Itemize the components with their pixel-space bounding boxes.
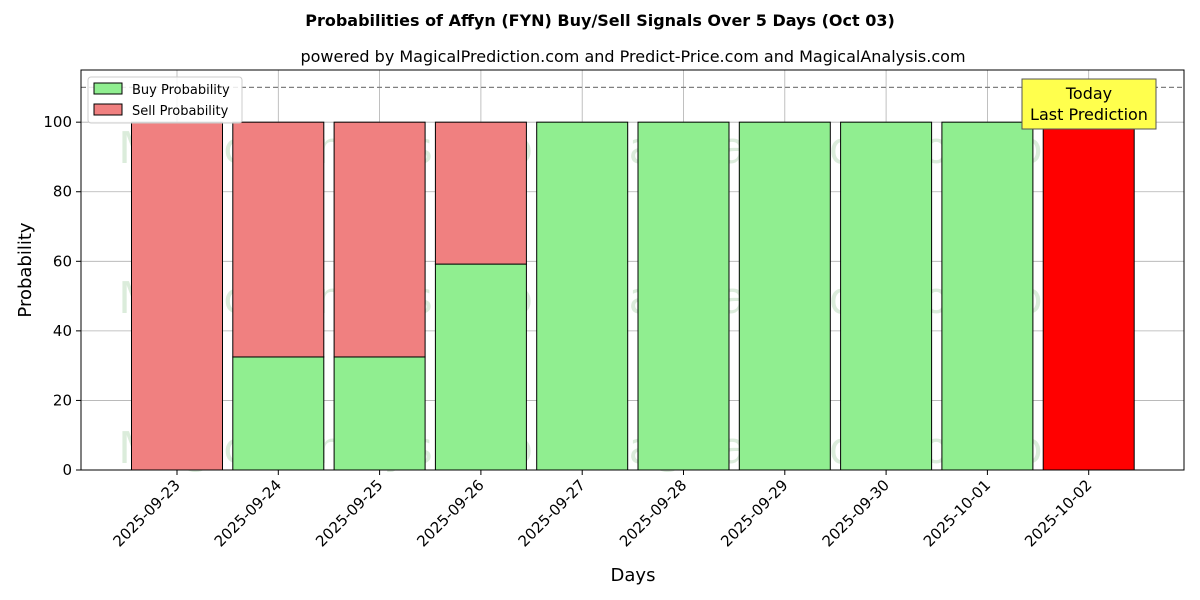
bar-buy-2025-09-26 <box>434 263 527 471</box>
y-tick-label: 20 <box>53 391 72 409</box>
y-axis-label: Probability <box>15 222 36 317</box>
plot-frame <box>80 69 1185 471</box>
bar-buy-2025-09-28 <box>637 121 730 471</box>
x-tick-label: 2025-09-26 <box>413 476 487 550</box>
bar-sell-2025-10-02 <box>1042 121 1135 471</box>
x-tick-label: 2025-10-02 <box>1021 476 1095 550</box>
bar-buy-2025-09-25 <box>333 356 426 471</box>
x-axis-label: Days <box>611 565 656 586</box>
y-tick-label: 100 <box>43 113 72 131</box>
y-tick-label: 40 <box>53 322 72 340</box>
bar-buy-2025-09-27 <box>536 121 629 471</box>
x-tick-label: 2025-09-25 <box>312 476 386 550</box>
bar-buy-2025-10-01 <box>941 121 1034 471</box>
bar-buy-2025-09-29 <box>738 121 831 471</box>
legend-swatch-buy <box>93 82 123 95</box>
legend-label-sell: Sell Probability <box>132 104 229 119</box>
x-tick-label: 2025-09-23 <box>109 476 183 550</box>
x-ticks: 2025-09-23 2025-09-24 2025-09-25 2025-09-26… <box>109 470 1096 550</box>
bar-buy-2025-09-24 <box>232 356 325 471</box>
chart-title: Probabilities of Affyn (FYN) Buy/Sell Si… <box>305 11 895 30</box>
x-tick-label: 2025-09-29 <box>717 476 791 550</box>
bars <box>131 121 1135 471</box>
y-ticks: 0 20 40 60 80 100 <box>43 113 81 479</box>
y-tick-label: 60 <box>53 252 72 270</box>
bar-sell-2025-09-26 <box>434 121 527 265</box>
annotation-line-2: Last Prediction <box>1030 105 1148 124</box>
bar-sell-2025-09-25 <box>333 121 426 358</box>
x-tick-label: 2025-09-24 <box>211 476 285 550</box>
bar-buy-2025-09-30 <box>840 121 933 471</box>
bar-sell-2025-09-23 <box>131 121 223 471</box>
legend: Buy Probability Sell Probability <box>87 76 243 124</box>
x-tick-label: 2025-09-28 <box>616 476 690 550</box>
annotation-box <box>1021 78 1157 130</box>
y-tick-label: 80 <box>53 183 72 201</box>
bar-sell-2025-09-24 <box>232 121 325 358</box>
today-annotation: Today Last Prediction <box>1021 78 1157 130</box>
x-tick-label: 2025-09-30 <box>819 476 893 550</box>
chart-subtitle: powered by MagicalPrediction.com and Pre… <box>300 47 965 66</box>
y-tick-label: 0 <box>62 461 72 479</box>
legend-box <box>87 76 243 124</box>
legend-label-buy: Buy Probability <box>132 83 230 98</box>
x-tick-label: 2025-09-27 <box>515 476 589 550</box>
legend-swatch-sell <box>93 103 123 116</box>
annotation-line-1: Today <box>1065 84 1112 103</box>
x-tick-label: 2025-10-01 <box>920 476 994 550</box>
